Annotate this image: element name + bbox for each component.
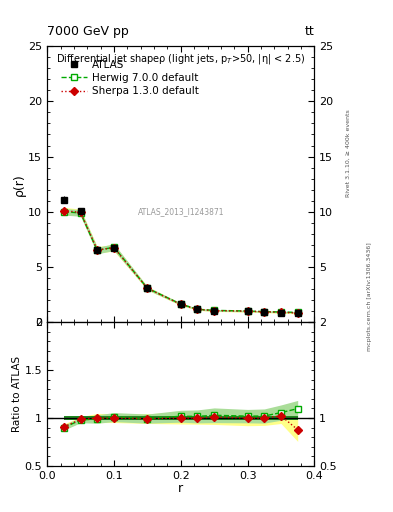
Text: Rivet 3.1.10, ≥ 400k events: Rivet 3.1.10, ≥ 400k events [345,110,350,198]
Text: tt: tt [305,26,314,38]
Text: 7000 GeV pp: 7000 GeV pp [47,26,129,38]
Text: mcplots.cern.ch [arXiv:1306.3436]: mcplots.cern.ch [arXiv:1306.3436] [367,243,372,351]
Text: Differential jet shapeρ (light jets, p$_T$>50, |η| < 2.5): Differential jet shapeρ (light jets, p$_… [56,52,305,66]
Y-axis label: ρ(r): ρ(r) [13,173,26,196]
Text: ATLAS_2013_I1243871: ATLAS_2013_I1243871 [138,207,224,216]
Y-axis label: Ratio to ATLAS: Ratio to ATLAS [12,356,22,432]
Legend: ATLAS, Herwig 7.0.0 default, Sherpa 1.3.0 default: ATLAS, Herwig 7.0.0 default, Sherpa 1.3.… [58,57,202,99]
X-axis label: r: r [178,482,184,495]
